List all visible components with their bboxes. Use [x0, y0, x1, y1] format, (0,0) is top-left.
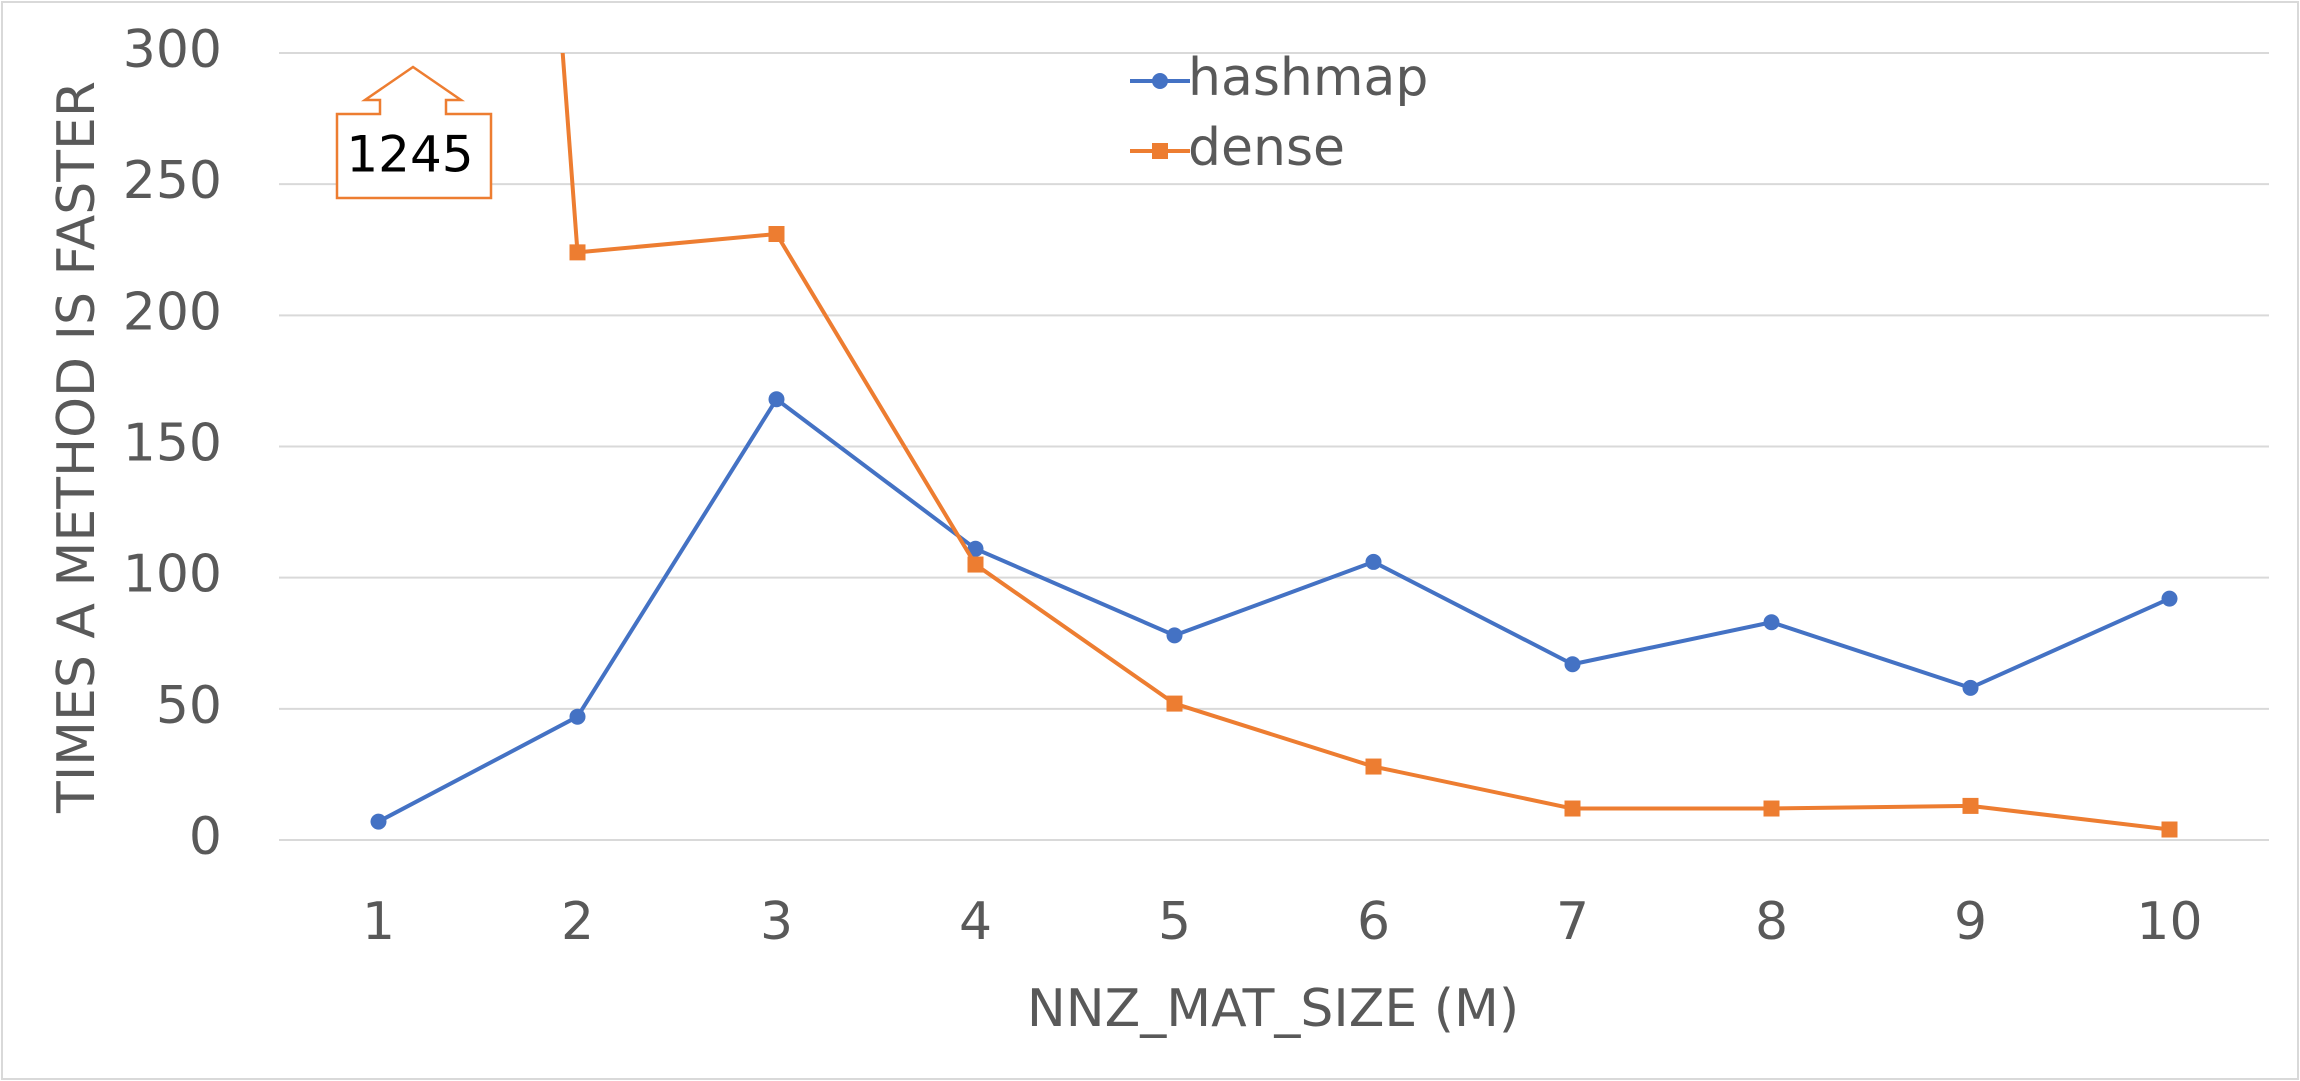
- series-line: [377, 397, 2171, 824]
- grid: [279, 52, 2269, 841]
- x-tick-label: 5: [1158, 892, 1191, 952]
- data-point: [1166, 695, 1183, 712]
- data-point: [1166, 627, 1183, 644]
- x-tick-label: 4: [959, 892, 992, 952]
- x-tick-label: 8: [1755, 892, 1788, 952]
- data-point: [768, 226, 785, 243]
- data-point: [370, 813, 387, 830]
- data-point: [2161, 821, 2178, 838]
- x-axis-title: NNZ_MAT_SIZE (M): [1027, 979, 1519, 1039]
- data-point: [569, 708, 586, 725]
- y-tick-label: 100: [123, 545, 222, 605]
- y-axis-title: TIMES A METHOD IS FASTER: [47, 81, 107, 814]
- data-point: [1365, 758, 1382, 775]
- legend-marker: [1152, 143, 1168, 159]
- data-point: [1763, 614, 1780, 631]
- y-tick-label: 0: [189, 807, 222, 867]
- callout-label: 1245: [346, 126, 473, 184]
- x-tick-label: 3: [760, 892, 793, 952]
- x-tick-label: 10: [2136, 892, 2202, 952]
- y-tick-label: 250: [123, 151, 222, 211]
- data-point: [1763, 800, 1780, 817]
- y-tick-label: 300: [123, 20, 222, 80]
- data-point: [1962, 679, 1979, 696]
- data-point: [1962, 797, 1979, 814]
- legend-label: dense: [1188, 118, 1345, 178]
- data-point: [1564, 800, 1581, 817]
- series-line: [560, 53, 2170, 832]
- y-tick-label: 150: [123, 414, 222, 474]
- data-point: [569, 244, 586, 261]
- plot-area: [370, 53, 2178, 838]
- x-tick-label: 6: [1357, 892, 1390, 952]
- out-of-range-callout: [335, 65, 493, 200]
- legend-marker: [1152, 73, 1168, 89]
- y-tick-label: 50: [156, 676, 222, 736]
- data-point: [967, 540, 984, 557]
- data-point: [768, 391, 785, 408]
- x-tick-label: 9: [1954, 892, 1987, 952]
- data-point: [1564, 656, 1581, 673]
- data-point: [967, 556, 984, 573]
- data-point: [2161, 590, 2178, 607]
- x-tick-label: 2: [561, 892, 594, 952]
- x-tick-label: 7: [1556, 892, 1589, 952]
- y-tick-label: 200: [123, 282, 222, 342]
- legend-label: hashmap: [1188, 48, 1428, 108]
- data-point: [1365, 553, 1382, 570]
- x-tick-label: 1: [362, 892, 395, 952]
